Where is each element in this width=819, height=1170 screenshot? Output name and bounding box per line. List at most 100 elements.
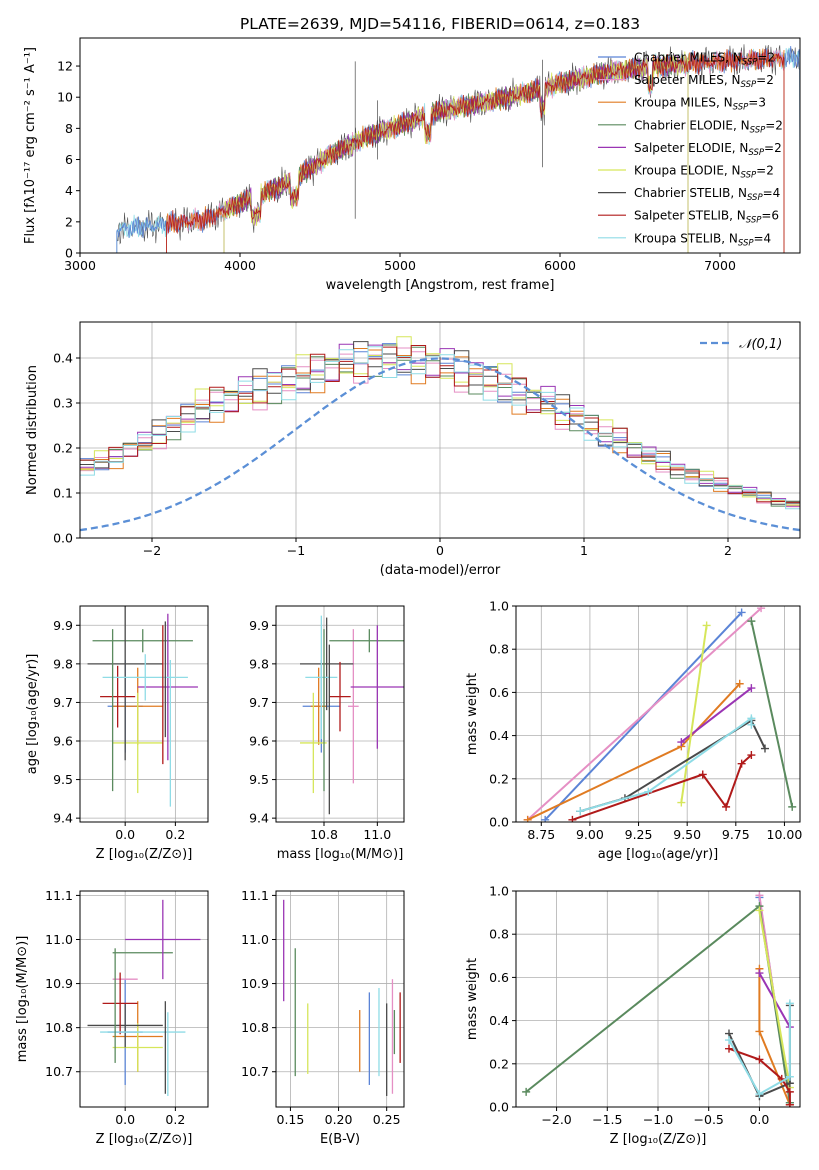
x-axis-label: mass [log₁₀(M/M⊙)] [277,847,404,862]
x-tick-label: 9.75 [722,827,750,842]
weight-marker [755,891,764,900]
histogram-series-1 [80,347,800,508]
x-axis-label: Z [log₁₀(Z/Z⊙)] [96,1132,193,1147]
y-tick-label: 6 [65,152,73,167]
weight-marker [755,1090,764,1099]
normal-curve [80,357,800,532]
errorbar-point [112,1023,163,1072]
y-tick-label: 10.9 [241,976,269,991]
errorbar-point [92,629,193,653]
x-axis-label: wavelength [Angstrom, rest frame] [326,278,555,293]
y-tick-label: 9.5 [249,772,269,787]
errorbars [300,615,404,815]
plot-area [300,615,404,815]
y-tick-label: 0.2 [53,441,73,456]
x-tick-label: 9.50 [673,827,701,842]
legend-label: Kroupa STELIB, N [634,231,738,245]
y-tick-label: 4 [65,183,73,198]
legend-subscript: SSP [738,238,754,248]
x-tick-label: 2 [724,543,732,558]
plot-area [87,899,201,1096]
y-tick-label: 10 [57,90,73,105]
plot-area [283,899,401,1096]
x-tick-label: 0.20 [325,1112,353,1127]
weight-marker [698,770,707,779]
errorbar-point [102,972,138,1035]
y-tick-label: 0.8 [489,927,509,942]
residual-legend: 𝒩(0,1) [700,337,782,352]
y-tick-label: 1.0 [489,599,509,614]
x-tick-label: 7000 [704,258,736,273]
plot-area [87,606,198,807]
weight-series-4 [680,687,753,743]
y-axis-label: mass [log₁₀(M/M⊙)] [15,936,30,1063]
spectrum-series-4 [223,54,689,253]
axes-frame [275,605,405,823]
axes-frame [79,37,801,254]
errorbars [283,899,401,1096]
x-tick-label: 0.0 [749,1112,769,1127]
errorbar-point [329,661,351,732]
legend-subscript: SSP [733,103,749,113]
legend-subscript: SSP [741,171,757,181]
legend-value: =3 [748,96,766,110]
errorbar-point [100,665,136,728]
legend-entry: Chabrier ELODIE, NSSP=2 [634,118,783,135]
errorbar-point [300,617,354,711]
legend-entry: Chabrier MILES, NSSP=2 [634,51,775,68]
weight-marker [755,969,764,978]
histogram-steps [80,336,800,532]
weight-marker [725,1036,733,1045]
weight-lines [523,606,797,822]
y-tick-label: 0.4 [53,351,73,366]
legend-label: Kroupa ELODIE, N [634,164,741,178]
y-tick-label: 10.8 [45,1020,73,1035]
y-tick-label: 9.7 [249,695,269,710]
spectrum-lines [116,44,800,253]
legend-entry: Kroupa STELIB, NSSP=4 [634,231,771,248]
legend-label: Salpeter ELODIE, N [634,141,748,155]
legend-value: =2 [756,73,774,87]
weight-marker [785,1087,794,1096]
y-tick-label: 2 [65,214,73,229]
x-tick-label: 0.0 [115,827,135,842]
panel-z-mass: 0.0 0.2 10.7 10.8 10.9 11.0 11.1 Z [log₁₀(Z/Z⊙)… [15,888,209,1147]
weight-marker [785,1072,794,1081]
histogram-series-6 [80,341,800,511]
y-axis-label: age [log₁₀(age/yr)] [25,654,40,775]
legend-entry: Salpeter STELIB, NSSP=6 [634,209,779,226]
x-tick-label: 0.2 [165,827,185,842]
axes-frame [79,890,209,1108]
x-axis-label: Z [log₁₀(Z/Z⊙)] [96,847,193,862]
legend-subscript: SSP [741,80,757,90]
y-tick-label: 11.0 [45,932,73,947]
y-tick-label: 0.0 [53,531,73,546]
x-tick-label: 9.25 [625,827,653,842]
y-axis-label: mass weight [465,673,480,755]
weight-marker [747,751,756,760]
y-tick-label: 9.9 [249,618,269,633]
panel-residuals: −2 −1 0 1 2 0.0 0.1 0.2 0.3 0.4 (data-model)/error… [25,321,801,578]
errorbar-point [348,629,359,784]
weight-marker [785,1100,794,1107]
plot-area [80,336,800,532]
panel-spectrum: 3000 4000 5000 6000 7000 0 2 4 6 8 10 12 wavelength … [23,37,801,293]
legend-label: Salpeter MILES, N [634,73,741,87]
y-axis-label: mass weight [465,958,480,1040]
x-tick-label: 11.0 [363,827,391,842]
y-tick-label: 0.8 [489,642,509,657]
legend-value: =2 [756,164,774,178]
x-axis-label: Z [log₁₀(Z/Z⊙)] [610,1132,707,1147]
histogram-series-7 [80,345,800,507]
plots-layer: 3000 4000 5000 6000 7000024681012wavelength … [15,37,802,1147]
legend-label: Salpeter STELIB, N [634,209,746,223]
weight-marker [788,802,797,811]
legend-entry: Salpeter ELODIE, NSSP=2 [634,141,782,158]
x-tick-label: −2 [143,543,161,558]
y-tick-label: 9.6 [53,734,73,749]
histogram-series-4 [80,343,800,509]
legend-label: 𝒩(0,1) [739,337,782,352]
legend-value: =2 [757,51,775,65]
y-tick-label: 9.9 [53,618,73,633]
